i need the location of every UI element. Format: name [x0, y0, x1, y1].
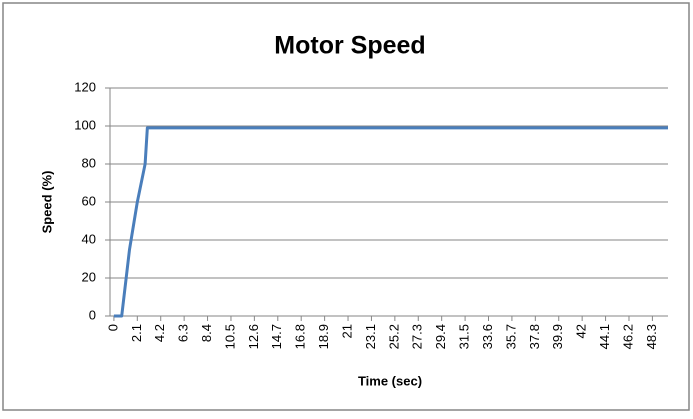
x-tick-label: 21 [339, 324, 354, 338]
x-tick-label: 25.2 [386, 324, 401, 349]
x-tick-label: 29.4 [433, 324, 448, 349]
x-tick-label: 14.7 [269, 324, 284, 349]
y-axis-title: Speed (%) [39, 171, 54, 234]
x-tick-label: 37.8 [527, 324, 542, 349]
x-tick-label: 33.6 [480, 324, 495, 349]
x-tick-label: 10.5 [222, 324, 237, 349]
data-line [113, 126, 668, 318]
x-tick-label: 6.3 [176, 324, 191, 342]
x-tick-label: 12.6 [246, 324, 261, 349]
x-tick-label: 46.2 [620, 324, 635, 349]
x-tick-label: 4.2 [152, 324, 167, 342]
chart-frame [2, 2, 690, 411]
y-tick-label: 60 [82, 193, 96, 208]
x-tick-label: 44.1 [597, 324, 612, 349]
x-tick-label: 31.5 [457, 324, 472, 349]
y-tick-label: 100 [74, 117, 96, 132]
x-tick-label: 0 [105, 324, 120, 331]
x-tick-label: 8.4 [199, 324, 214, 342]
x-tick-label: 48.3 [644, 324, 659, 349]
x-axis-title: Time (sec) [358, 373, 422, 388]
x-tick-label: 42 [574, 324, 589, 338]
x-tick-label: 18.9 [316, 324, 331, 349]
x-tick-label: 39.9 [550, 324, 565, 349]
chart-title: Motor Speed [274, 32, 425, 60]
y-tick-label: 120 [74, 79, 96, 94]
x-tick-label: 2.1 [129, 324, 144, 342]
y-tick-label: 20 [82, 269, 96, 284]
y-tick-label: 0 [89, 307, 96, 322]
x-tick-label: 23.1 [363, 324, 378, 349]
x-tick-label: 35.7 [503, 324, 518, 349]
x-tick-label: 16.8 [293, 324, 308, 349]
x-tick-label: 27.3 [410, 324, 425, 349]
y-tick-label: 80 [82, 155, 96, 170]
y-tick-label: 40 [82, 231, 96, 246]
